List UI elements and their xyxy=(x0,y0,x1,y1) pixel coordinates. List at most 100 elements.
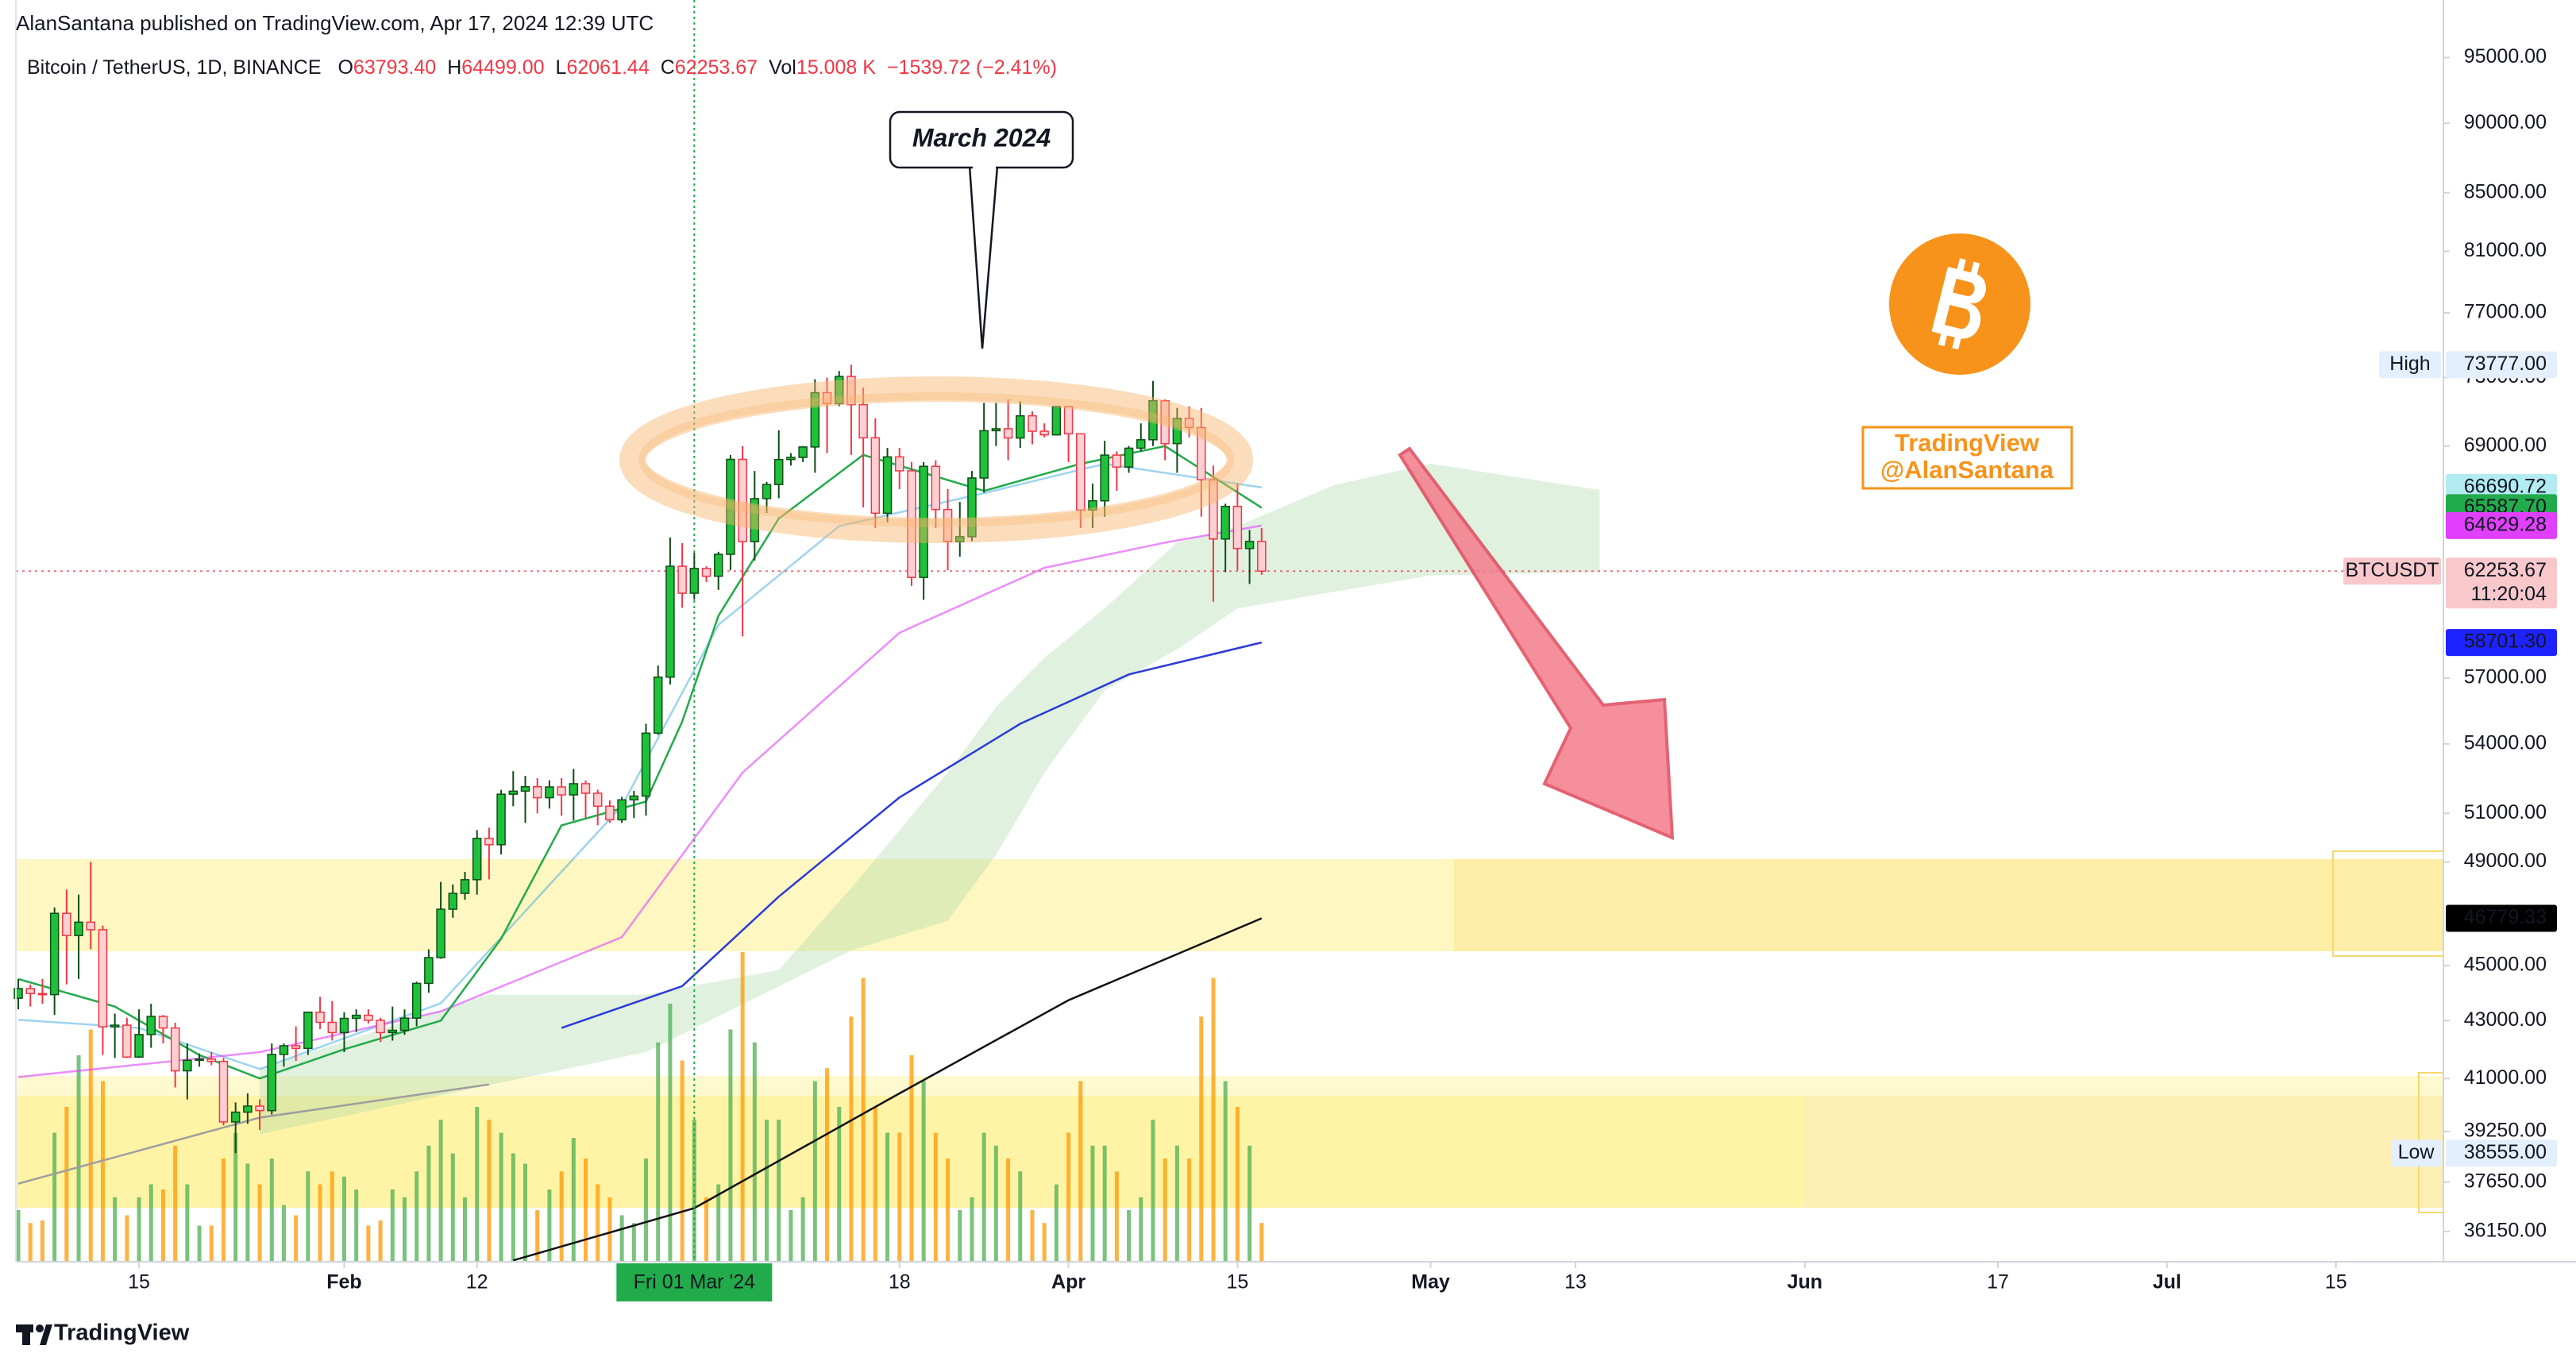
price-tag-bg xyxy=(2446,511,2557,539)
volume-bar xyxy=(535,1210,540,1262)
volume-bar xyxy=(789,1210,793,1262)
candle-body xyxy=(991,428,1001,432)
candle-body xyxy=(158,1016,168,1029)
candle-body xyxy=(834,376,844,405)
volume-bar xyxy=(656,1042,661,1262)
candle-body xyxy=(303,1011,313,1050)
x-tick-label: Feb xyxy=(326,1271,361,1294)
candle-body xyxy=(411,982,422,1019)
volume-bar xyxy=(1211,977,1216,1262)
volume-bar xyxy=(1030,1210,1035,1262)
price-tag: 66690.72 xyxy=(2464,475,2547,497)
candle-body xyxy=(1088,499,1097,511)
indicators xyxy=(16,0,2443,1262)
glyph-stroke xyxy=(1970,261,1980,276)
volume-bar xyxy=(728,1029,733,1262)
candle-body xyxy=(557,786,566,796)
volume-bar xyxy=(716,1184,721,1262)
volume-bar xyxy=(981,1132,986,1262)
price-tag-name-bg xyxy=(2343,557,2441,585)
y-tick-label: 95000.00 xyxy=(2464,45,2547,67)
bitcoin-glyph xyxy=(1931,258,1986,350)
volume-bar xyxy=(16,1210,21,1262)
volume-bar xyxy=(257,1184,262,1262)
volume-bar xyxy=(511,1153,515,1262)
price-tag-bg xyxy=(2446,904,2557,932)
volume-bar xyxy=(571,1138,576,1262)
candle-body xyxy=(1124,447,1134,468)
time-axis-bg xyxy=(0,1263,2576,1361)
candle-body xyxy=(496,793,506,846)
volume-bar xyxy=(1078,1081,1083,1262)
candle-body xyxy=(641,732,651,797)
price-tag: 62253.67 xyxy=(2464,559,2547,581)
y-tick-label: 51000.00 xyxy=(2464,801,2547,823)
candle-body xyxy=(230,1111,241,1123)
volume-bar xyxy=(1163,1159,1167,1262)
x-tick-label: 18 xyxy=(889,1271,911,1294)
callout-join xyxy=(973,164,996,169)
candle-body xyxy=(351,1014,361,1020)
volume-bar xyxy=(596,1184,600,1262)
candle-body xyxy=(954,536,965,542)
candle-body xyxy=(894,456,904,472)
y-tick-label: 77000.00 xyxy=(2464,301,2547,323)
x-tick-label: 17 xyxy=(1987,1271,2009,1294)
candle-body xyxy=(122,1024,132,1058)
down-arrow xyxy=(1398,446,1675,841)
candle-body xyxy=(206,1058,217,1062)
candle-body xyxy=(472,838,482,881)
candle-body xyxy=(279,1045,289,1055)
callout-text: March 2024 xyxy=(912,123,1051,152)
volume-bar xyxy=(487,1120,492,1262)
volume-bar xyxy=(825,1068,830,1262)
symbol: Bitcoin / TetherUS, 1D, BINANCE xyxy=(27,56,322,79)
candle-body xyxy=(713,553,723,577)
y-tick-label: 41000.00 xyxy=(2464,1066,2547,1089)
candle-body xyxy=(327,1021,337,1034)
candle-body xyxy=(1016,414,1025,439)
candle-body xyxy=(689,568,700,594)
volume-bar xyxy=(40,1220,44,1262)
candle-body xyxy=(798,446,808,458)
volume-bar xyxy=(28,1223,33,1262)
candle-body xyxy=(738,458,747,542)
price-tag-bg xyxy=(2446,629,2557,657)
drawings: March 2024 TradingView @AlanSantana xyxy=(619,110,2073,841)
y-tick-label: 90000.00 xyxy=(2464,111,2547,133)
candle-body xyxy=(183,1059,192,1072)
volume-bar xyxy=(777,1120,781,1262)
volume-bar xyxy=(450,1153,455,1262)
volume-bar xyxy=(415,1171,419,1262)
volume-bar xyxy=(873,1107,877,1262)
glyph-body xyxy=(1931,266,1986,339)
volume-bar xyxy=(1042,1223,1047,1262)
legend-change: −1539.72 (−2.41%) xyxy=(887,56,1057,79)
candle-body xyxy=(846,376,856,406)
candle-body xyxy=(1221,505,1230,540)
candle-body xyxy=(399,1017,410,1031)
candle-body xyxy=(1003,428,1013,439)
indicator-line xyxy=(17,445,1263,1080)
legend-value: 63793.40 xyxy=(353,56,436,79)
ichimoku-cloud xyxy=(260,463,1600,1135)
volume-bar xyxy=(185,1184,190,1262)
candle-body xyxy=(907,470,916,578)
volume-bar xyxy=(462,1197,467,1262)
volume-bar xyxy=(281,1205,286,1262)
volume-bar xyxy=(849,1016,854,1262)
candle-body xyxy=(267,1054,277,1112)
candle-body xyxy=(243,1105,253,1113)
volume-bar xyxy=(354,1189,359,1262)
candle-body xyxy=(376,1020,385,1034)
volume-bar xyxy=(1054,1184,1059,1262)
volume-bar xyxy=(1114,1171,1119,1262)
candle-body xyxy=(484,838,494,846)
legend-value: 64499.00 xyxy=(461,56,544,79)
y-tick-label: 85000.00 xyxy=(2464,180,2547,202)
x-tick-label: 12 xyxy=(466,1271,488,1294)
volume-bar xyxy=(402,1197,407,1262)
candle-body xyxy=(1257,541,1267,572)
volume-bar xyxy=(294,1215,299,1262)
